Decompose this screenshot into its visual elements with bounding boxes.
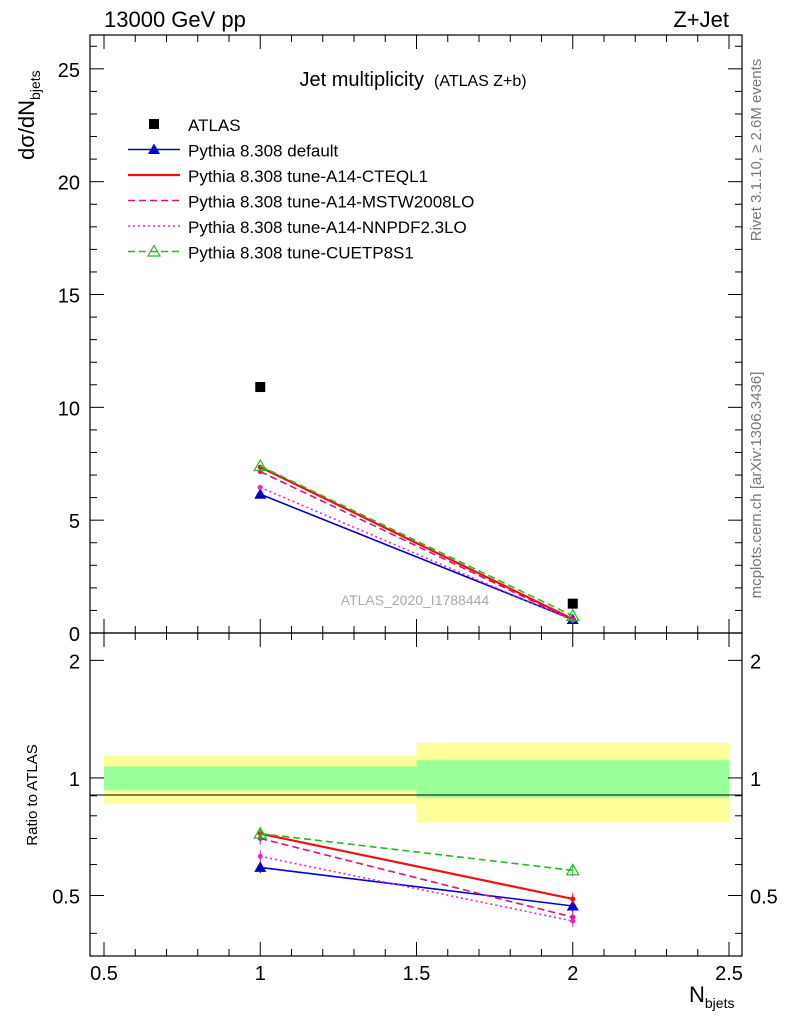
ratio-series-line (260, 866, 573, 907)
main-plot-axis-ticks: 0 5 10 15 20 25 (58, 35, 742, 646)
main-plot-series (253, 382, 580, 624)
ratio-y-tick-label-right: 2 (750, 651, 761, 673)
analysis-watermark: ATLAS_2020_I1788444 (341, 592, 490, 608)
ratio-series (253, 826, 580, 928)
legend-label: Pythia 8.308 default (188, 142, 339, 161)
main-y-axis-label: dσ/dNbjets (14, 70, 43, 160)
atlas-data-point (567, 598, 578, 609)
y-tick-label: 10 (58, 398, 80, 420)
y-tick-label: 15 (58, 286, 80, 308)
legend-label: Pythia 8.308 tune-A14-NNPDF2.3LO (188, 218, 467, 237)
header-energy-label: 13000 GeV pp (104, 7, 246, 32)
ratio-y-tick-label-right: 1 (750, 769, 761, 791)
legend-atlas-marker (149, 119, 159, 129)
main-plot-title-note: (ATLAS Z+b) (434, 73, 527, 90)
ratio-inner-band (416, 760, 729, 798)
legend-label: Pythia 8.308 tune-A14-MSTW2008LO (188, 193, 474, 212)
y-tick-label: 20 (58, 173, 80, 195)
ratio-series-line (260, 832, 573, 872)
series-point (257, 484, 263, 490)
ratio-series-point (254, 861, 267, 872)
ratio-y-tick-label: 1 (69, 769, 80, 791)
series-line (259, 470, 574, 621)
ratio-y-tick-label: 2 (69, 651, 80, 673)
ratio-inner-band (104, 766, 417, 791)
ratio-y-axis-label: Ratio to ATLAS (24, 744, 41, 845)
ratio-y-tick-label-right: 0.5 (750, 887, 778, 909)
x-tick-label: 1 (255, 963, 266, 985)
legend-marker (146, 244, 162, 257)
ratio-series-point (565, 863, 580, 876)
legend: ATLAS Pythia 8.308 default Pythia 8.308 tu… (128, 116, 474, 263)
legend-label: ATLAS (188, 116, 241, 135)
series-line (259, 466, 574, 620)
x-tick-label: 0.5 (90, 963, 118, 985)
ratio-series-point (570, 918, 576, 924)
ratio-series-point (566, 899, 579, 911)
main-plot-title: Jet multiplicity (300, 69, 424, 91)
svg-text:Nbjets: Nbjets (689, 982, 734, 1011)
ratio-axis-ticks: 0.5 1 1.5 2 2.5 0.5 0.5 1 1 2 2 (52, 633, 778, 985)
ratio-series-line (260, 832, 573, 901)
header-process-label: Z+Jet (673, 7, 729, 32)
legend-label: Pythia 8.308 tune-CUETP8S1 (188, 244, 414, 263)
legend-marker (148, 143, 160, 154)
atlas-data-point (255, 382, 266, 393)
ratio-series-point (570, 896, 576, 902)
ratio-plot-panel: 0.5 1 1.5 2 2.5 0.5 0.5 1 1 2 2 Ratio to ATLAS Nbj… (24, 632, 778, 1011)
ratio-series-point (257, 853, 263, 859)
x-axis-label: Nbjets (689, 982, 734, 1011)
y-tick-label: 25 (58, 60, 80, 82)
ratio-series-line (260, 837, 573, 918)
rivet-info-label: Rivet 3.1.10, ≥ 2.6M events (748, 59, 765, 242)
y-tick-label: 5 (69, 511, 80, 533)
series-point (257, 469, 263, 475)
series-point (253, 458, 268, 472)
ratio-uncertainty-bands (104, 742, 729, 823)
series-point (254, 488, 267, 499)
ratio-series-line (260, 855, 573, 922)
x-tick-label: 1.5 (403, 963, 431, 985)
mcplots-info-label: mcplots.cern.ch [arXiv:1306.3436] (748, 372, 765, 599)
x-tick-label: 2 (567, 963, 578, 985)
ratio-y-tick-label: 0.5 (52, 887, 80, 909)
legend-label: Pythia 8.308 tune-A14-CTEQL1 (188, 167, 428, 186)
series-line (259, 493, 574, 621)
x-tick-label: 2.5 (715, 963, 743, 985)
ratio-series-point (253, 826, 268, 839)
series-line (259, 486, 574, 622)
svg-text:dσ/dNbjets: dσ/dNbjets (14, 70, 43, 160)
series-point (565, 608, 580, 621)
y-tick-label: 0 (69, 624, 80, 646)
series-line (259, 465, 574, 617)
